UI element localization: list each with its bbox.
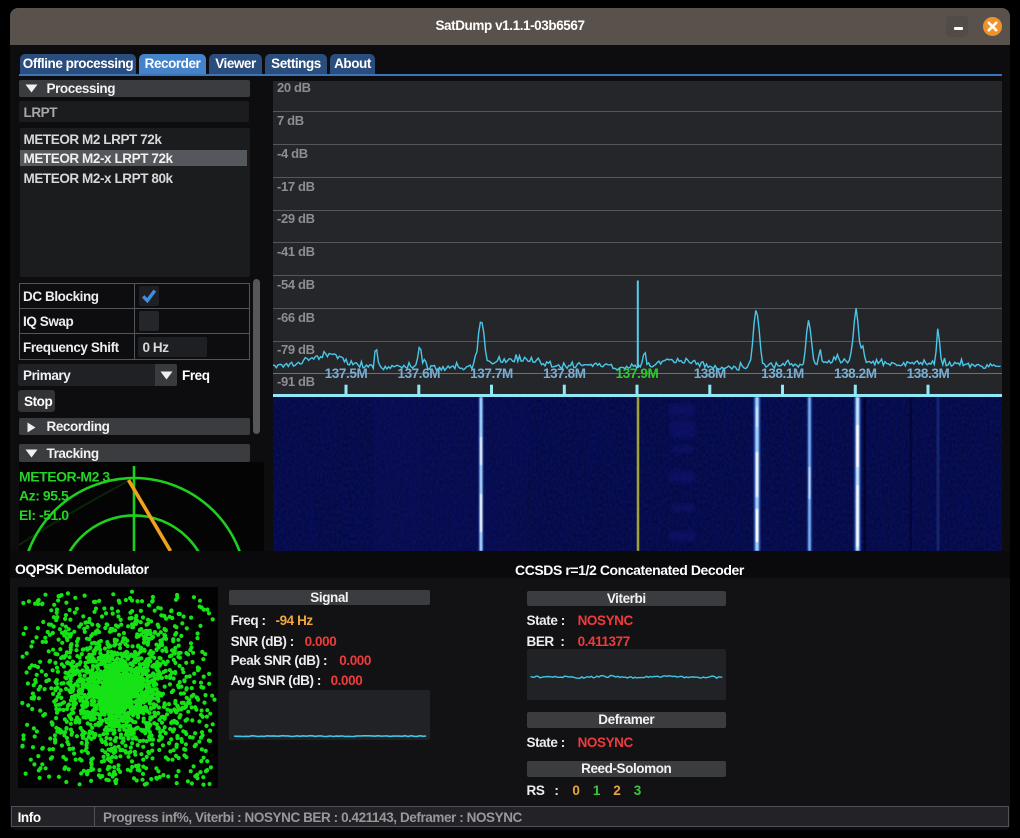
svg-text:METEOR-M2 3: METEOR-M2 3 bbox=[19, 469, 110, 485]
svg-text:Az: 95.5: Az: 95.5 bbox=[19, 488, 69, 504]
svg-text:El: -51.0: El: -51.0 bbox=[19, 507, 69, 523]
